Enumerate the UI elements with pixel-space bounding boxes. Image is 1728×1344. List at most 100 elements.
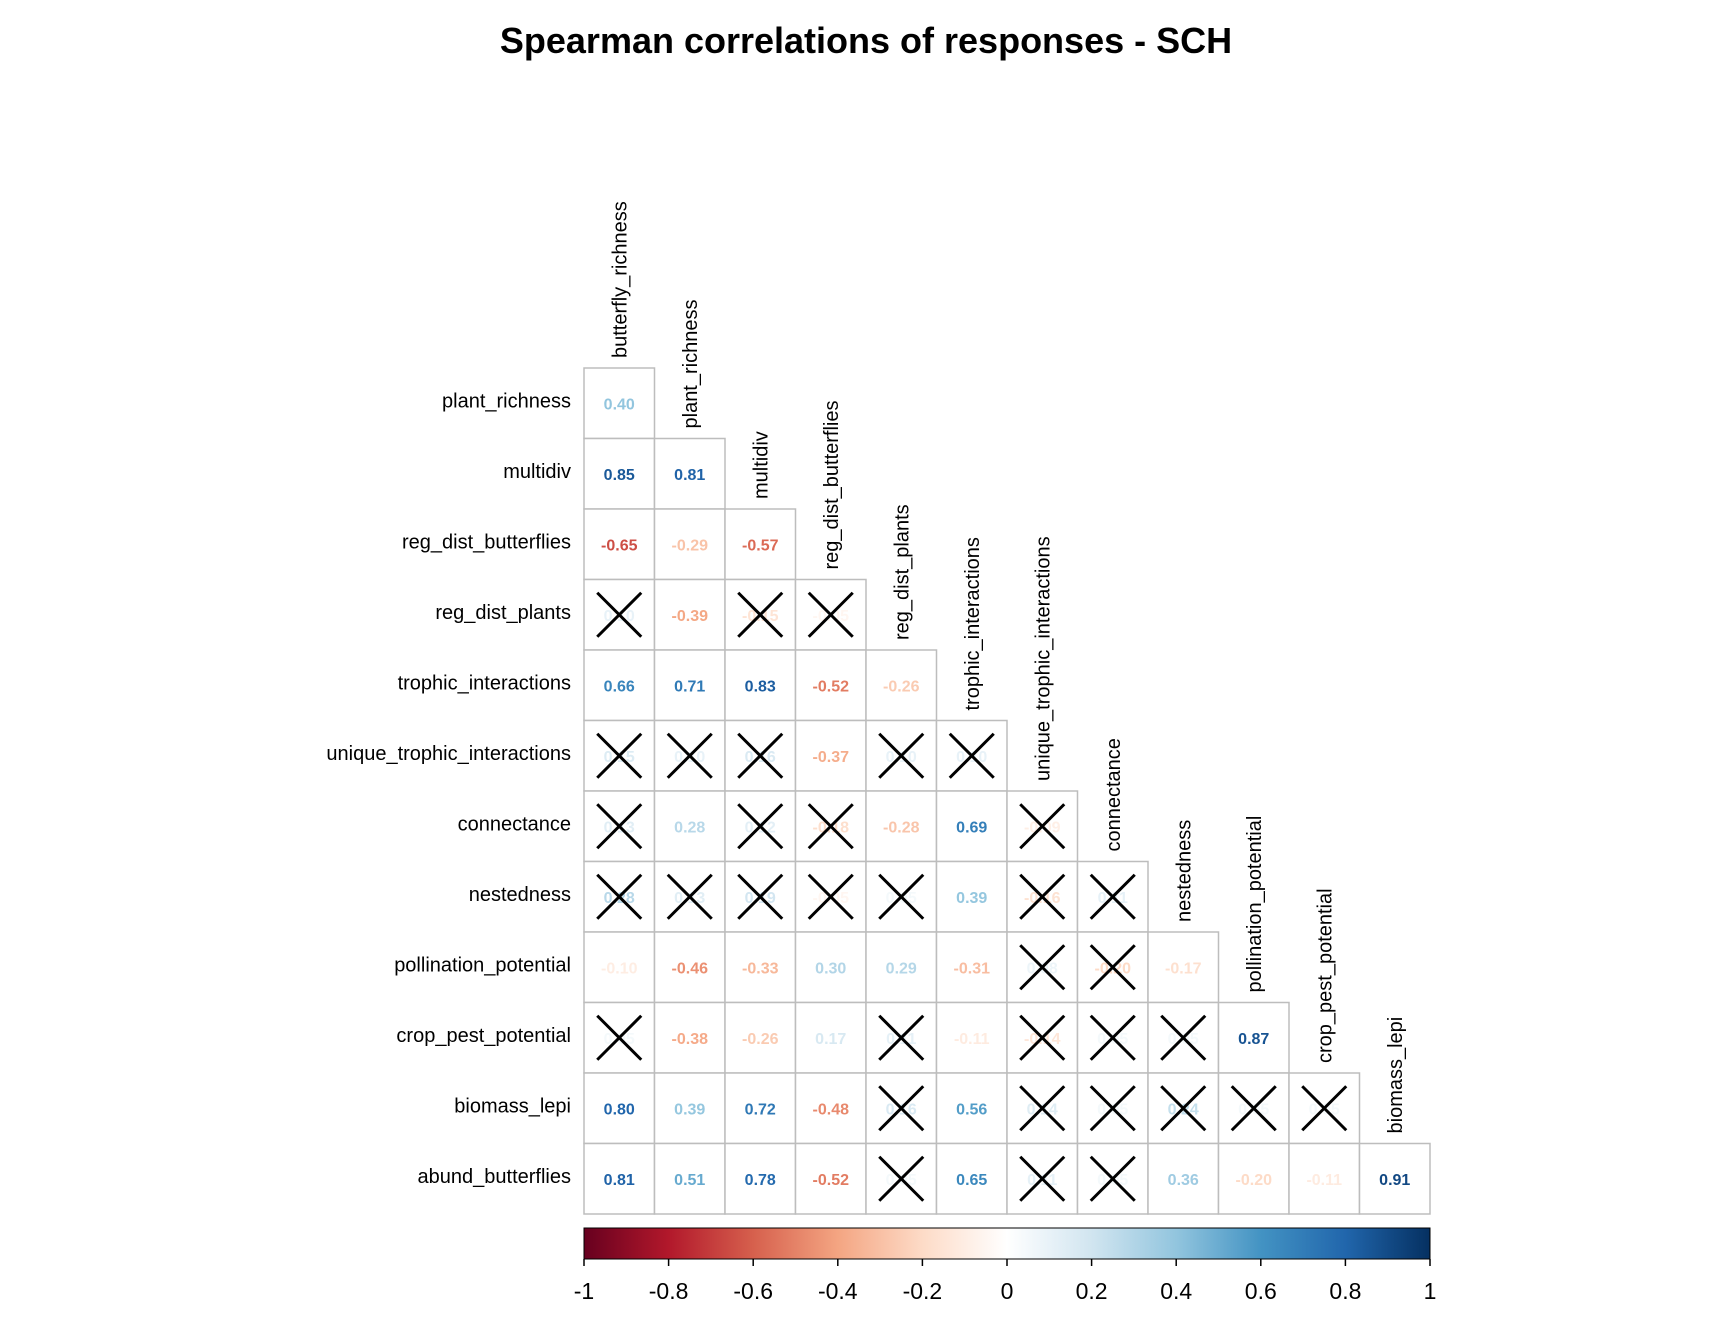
heatmap-cell bbox=[1217, 1142, 1290, 1215]
heatmap-cell bbox=[935, 931, 1008, 1004]
heatmap-cell bbox=[1358, 1142, 1431, 1215]
colorbar bbox=[583, 1227, 1431, 1260]
heatmap-cell bbox=[653, 437, 726, 510]
cell-value: 0.80 bbox=[604, 1101, 635, 1118]
cell-value: -0.26 bbox=[883, 678, 920, 695]
heatmap-cell bbox=[653, 1142, 726, 1215]
column-label: multidiv bbox=[750, 431, 772, 499]
heatmap-cell bbox=[794, 719, 867, 792]
heatmap-cell bbox=[724, 931, 797, 1004]
row-label: connectance bbox=[458, 813, 571, 835]
heatmap-cells: 0.400.850.81-0.65-0.29-0.570.10-0.39-0.1… bbox=[583, 367, 1431, 1215]
cell-value: -0.39 bbox=[672, 608, 709, 625]
row-label: trophic_interactions bbox=[398, 672, 571, 694]
row-label: reg_dist_butterflies bbox=[402, 531, 571, 553]
cell-value: 0.39 bbox=[956, 890, 987, 907]
cell-value: 0.66 bbox=[604, 678, 635, 695]
cell-value: 0.85 bbox=[604, 467, 635, 484]
heatmap-cell bbox=[653, 578, 726, 651]
heatmap-cell bbox=[1288, 1142, 1361, 1215]
cell-value: 0.40 bbox=[604, 396, 635, 413]
heatmap-cell bbox=[794, 1001, 867, 1074]
colorbar-tick-label: -0.6 bbox=[733, 1278, 773, 1304]
column-label: reg_dist_plants bbox=[891, 504, 913, 640]
heatmap-cell bbox=[583, 437, 656, 510]
column-label: trophic_interactions bbox=[962, 537, 984, 710]
nonsignificant-cross bbox=[1089, 873, 1136, 920]
cell-value: -0.65 bbox=[601, 537, 638, 554]
colorbar-tick-label: 0.6 bbox=[1245, 1278, 1277, 1304]
row-label: pollination_potential bbox=[394, 954, 571, 976]
cell-value: 0.29 bbox=[886, 960, 917, 977]
nonsignificant-cross bbox=[878, 732, 925, 779]
column-label: nestedness bbox=[1173, 820, 1195, 922]
heatmap-cell bbox=[1217, 1001, 1290, 1074]
row-labels: plant_richness multidiv reg_dist_butterfli… bbox=[326, 390, 571, 1188]
colorbar-tick-label: 0.8 bbox=[1329, 1278, 1361, 1304]
heatmap-cell bbox=[583, 1072, 656, 1145]
row-label: unique_trophic_interactions bbox=[326, 743, 571, 765]
nonsignificant-cross bbox=[1019, 873, 1066, 920]
nonsignificant-cross bbox=[1301, 1085, 1348, 1132]
cell-value: 0.28 bbox=[674, 819, 705, 836]
colorbar-tick-label: -0.2 bbox=[903, 1278, 943, 1304]
nonsignificant-cross bbox=[596, 1014, 643, 1061]
nonsignificant-cross bbox=[1019, 944, 1066, 991]
colorbar-gradient bbox=[583, 1227, 1431, 1260]
cell-value: -0.52 bbox=[813, 678, 850, 695]
cell-value: 0.81 bbox=[674, 467, 705, 484]
cell-value: 0.81 bbox=[604, 1172, 635, 1189]
heatmap-cell bbox=[724, 649, 797, 722]
cell-value: -0.20 bbox=[1236, 1172, 1273, 1189]
heatmap-cell bbox=[865, 649, 938, 722]
colorbar-tick-label: -0.4 bbox=[818, 1278, 858, 1304]
cell-value: 0.17 bbox=[815, 1031, 846, 1048]
nonsignificant-cross bbox=[737, 732, 784, 779]
heatmap-cell bbox=[935, 1142, 1008, 1215]
nonsignificant-cross bbox=[1089, 1155, 1136, 1202]
column-label: crop_pest_potential bbox=[1314, 888, 1336, 1063]
cell-value: -0.26 bbox=[742, 1031, 779, 1048]
cell-value: -0.37 bbox=[813, 749, 850, 766]
heatmap-cell bbox=[653, 649, 726, 722]
cell-value: 0.72 bbox=[745, 1101, 776, 1118]
column-label: plant_richness bbox=[680, 300, 702, 429]
cell-value: 0.69 bbox=[956, 819, 987, 836]
nonsignificant-cross bbox=[1019, 1155, 1066, 1202]
heatmap-cell bbox=[583, 931, 656, 1004]
cell-value: -0.29 bbox=[672, 537, 709, 554]
column-label: pollination_potential bbox=[1244, 816, 1266, 993]
row-label: abund_butterflies bbox=[418, 1166, 571, 1188]
nonsignificant-cross bbox=[1230, 1085, 1277, 1132]
nonsignificant-cross bbox=[1160, 1085, 1207, 1132]
column-label: butterfly_richness bbox=[609, 201, 631, 358]
colorbar-tick-label: 0 bbox=[1001, 1278, 1014, 1304]
nonsignificant-cross bbox=[807, 873, 854, 920]
nonsignificant-cross bbox=[878, 1085, 925, 1132]
column-label: unique_trophic_interactions bbox=[1032, 536, 1054, 781]
heatmap-cell bbox=[1147, 1142, 1220, 1215]
nonsignificant-cross bbox=[1089, 1014, 1136, 1061]
colorbar-tick-label: -0.8 bbox=[649, 1278, 689, 1304]
cell-value: 0.39 bbox=[674, 1101, 705, 1118]
column-label: biomass_lepi bbox=[1385, 1017, 1407, 1134]
row-label: nestedness bbox=[469, 884, 571, 906]
cell-value: 0.65 bbox=[956, 1172, 987, 1189]
column-label: reg_dist_butterflies bbox=[821, 401, 843, 570]
column-labels: butterfly_richness plant_richness multidiv… bbox=[609, 201, 1407, 1133]
cell-value: -0.28 bbox=[883, 819, 920, 836]
nonsignificant-cross bbox=[596, 873, 643, 920]
cell-value: 0.91 bbox=[1379, 1172, 1410, 1189]
cell-value: 0.83 bbox=[745, 678, 776, 695]
heatmap-cell bbox=[935, 860, 1008, 933]
column-label: connectance bbox=[1103, 738, 1125, 851]
heatmap-cell bbox=[724, 1001, 797, 1074]
colorbar-tick-label: 1 bbox=[1424, 1278, 1437, 1304]
cell-value: -0.57 bbox=[742, 537, 779, 554]
nonsignificant-cross bbox=[1089, 944, 1136, 991]
nonsignificant-cross bbox=[878, 1155, 925, 1202]
heatmap-cell bbox=[583, 367, 656, 440]
nonsignificant-cross bbox=[666, 873, 713, 920]
nonsignificant-cross bbox=[1019, 803, 1066, 850]
